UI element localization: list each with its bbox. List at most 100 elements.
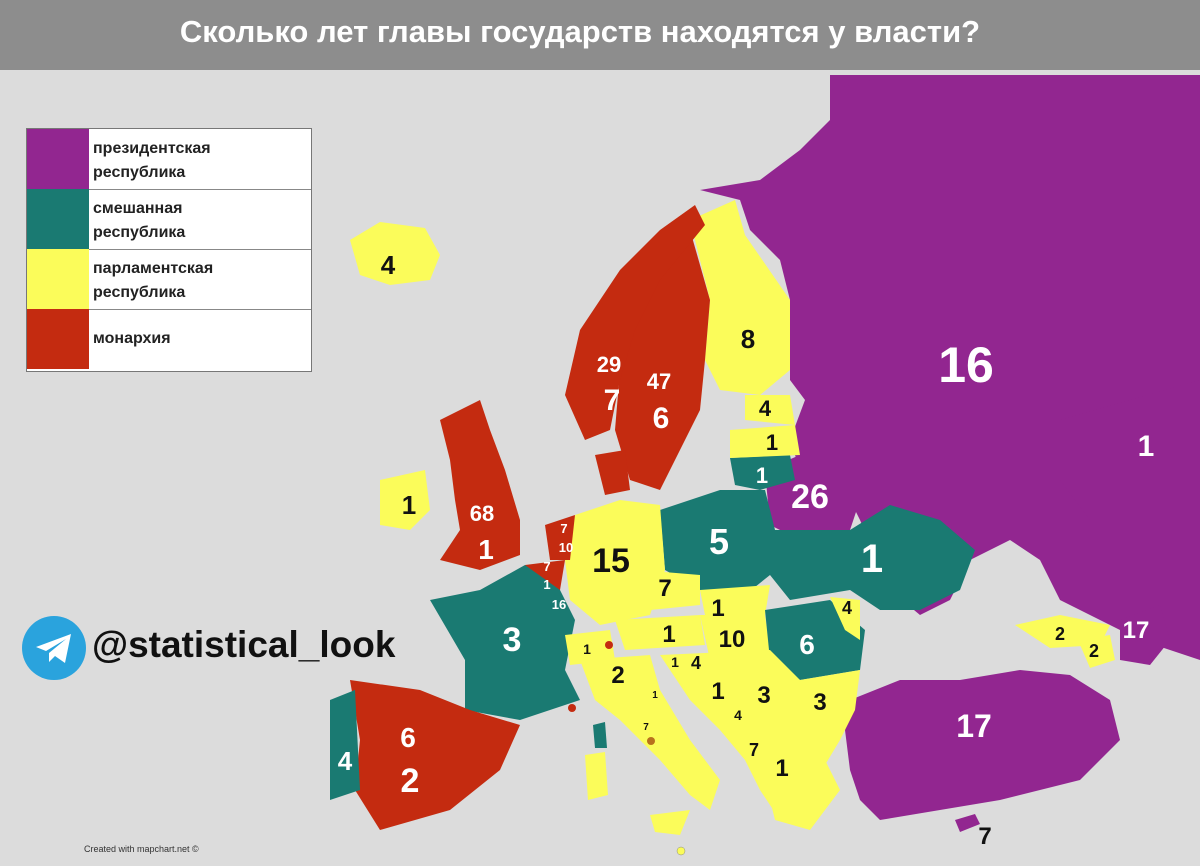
label-armenia: 2 [1089, 641, 1099, 661]
channel-handle[interactable]: @statistical_look [92, 624, 396, 665]
europe-map: 16 1 17 7 2 2 17 4 1 68 1 29 7 47 6 8 4 … [330, 75, 1200, 856]
region-russia [700, 75, 1200, 660]
label-switzerland: 1 [583, 641, 591, 657]
region-ireland [380, 470, 430, 530]
label-georgia: 2 [1055, 624, 1065, 644]
label-slovakia: 1 [711, 595, 724, 622]
label-azerbaijan: 17 [1123, 617, 1150, 644]
region-kazakhstan [1060, 380, 1200, 560]
marker-liechtenstein [605, 641, 613, 649]
map-legend: президентская республика смешанная респу… [26, 128, 312, 372]
label-be-pm: 1 [543, 577, 550, 592]
region-sardinia [585, 752, 608, 800]
label-moldova: 4 [842, 598, 852, 618]
legend-swatch [27, 309, 89, 369]
region-lithuania [730, 455, 795, 490]
label-greece: 1 [775, 755, 788, 782]
region-turkey [845, 670, 1120, 820]
region-norway [565, 205, 705, 440]
label-sweden-monarch: 47 [647, 369, 671, 394]
legend-item-mixed: смешанная республика [27, 189, 311, 250]
legend-label: монархия [93, 330, 171, 347]
legend-label: смешанная республика [93, 200, 186, 241]
label-montenegro: 4 [734, 707, 742, 723]
label-norway-pm: 7 [604, 384, 621, 417]
marker-monaco [568, 704, 576, 712]
region-finland [690, 200, 790, 395]
marker-malta [676, 846, 686, 856]
region-azerbaijan [1120, 605, 1170, 665]
label-vatican: 7 [643, 722, 649, 733]
region-slovakia [700, 585, 770, 615]
label-hungary: 10 [719, 626, 746, 653]
label-sweden-pm: 6 [653, 402, 670, 435]
region-switzerland [565, 630, 615, 665]
map-credit: Created with mapchart.net © [84, 844, 199, 854]
label-kazakhstan: 1 [1138, 430, 1155, 463]
region-poland [660, 490, 775, 595]
telegram-icon[interactable] [22, 616, 86, 680]
label-romania: 6 [799, 629, 815, 660]
label-croatia: 4 [691, 653, 701, 673]
region-germany [565, 500, 665, 625]
title-bar: Сколько лет главы государств находятся у… [0, 0, 1200, 70]
region-spain [350, 680, 520, 830]
region-italy [580, 655, 720, 810]
region-latvia [730, 425, 800, 458]
region-austria [615, 615, 705, 650]
label-portugal: 4 [338, 746, 353, 776]
label-be-monarch: 7 [543, 559, 550, 574]
region-portugal [330, 690, 360, 800]
label-czech: 7 [658, 575, 671, 602]
label-bosnia: 1 [711, 678, 724, 705]
region-estonia [745, 395, 795, 425]
label-germany: 15 [592, 542, 630, 580]
label-belarus: 26 [791, 478, 829, 516]
map-title: Сколько лет главы государств находятся у… [179, 14, 981, 49]
label-luxembourg: 16 [552, 597, 566, 612]
region-iceland [350, 222, 440, 285]
label-poland: 5 [709, 521, 729, 562]
label-serbia: 3 [757, 682, 770, 709]
label-austria: 1 [662, 621, 675, 648]
legend-item-presidential: президентская республика [27, 129, 311, 190]
label-cyprus: 7 [978, 823, 991, 850]
region-denmark [595, 450, 630, 495]
label-albania: 7 [749, 740, 759, 760]
region-france [430, 565, 580, 720]
legend-swatch [27, 129, 89, 189]
region-greece [760, 750, 840, 830]
region-romania [765, 600, 865, 680]
region-sicily [650, 810, 690, 835]
legend-swatch [27, 249, 89, 309]
legend-item-parliamentary: парламентская республика [27, 249, 311, 310]
label-iceland: 4 [381, 250, 396, 280]
region-moldova [830, 597, 860, 640]
label-spain-monarch: 6 [400, 722, 416, 753]
label-bulgaria: 3 [813, 689, 826, 716]
label-italy: 2 [611, 662, 624, 689]
region-armenia [1078, 635, 1115, 668]
label-latvia: 1 [766, 430, 778, 455]
label-ukraine: 1 [861, 537, 883, 581]
region-netherlands [545, 515, 575, 560]
label-russia: 16 [938, 337, 994, 393]
label-france: 3 [503, 621, 522, 659]
region-novaya-zemlya [830, 78, 880, 110]
label-slovenia: 1 [671, 654, 679, 670]
label-finland: 8 [741, 324, 755, 354]
region-hungary [700, 615, 770, 660]
label-turkey: 17 [956, 708, 992, 744]
label-nl-monarch: 7 [560, 521, 567, 536]
legend-label: президентская республика [93, 140, 211, 181]
label-uk-monarch: 68 [470, 501, 494, 526]
label-uk-pm: 1 [478, 534, 494, 565]
legend-swatch [27, 189, 89, 249]
label-ireland: 1 [402, 490, 416, 520]
label-lithuania: 1 [756, 463, 768, 488]
region-cyprus [955, 814, 980, 832]
label-norway-monarch: 29 [597, 352, 621, 377]
legend-label: парламентская республика [93, 260, 214, 301]
region-corsica [593, 722, 607, 748]
marker-vatican [647, 737, 655, 745]
